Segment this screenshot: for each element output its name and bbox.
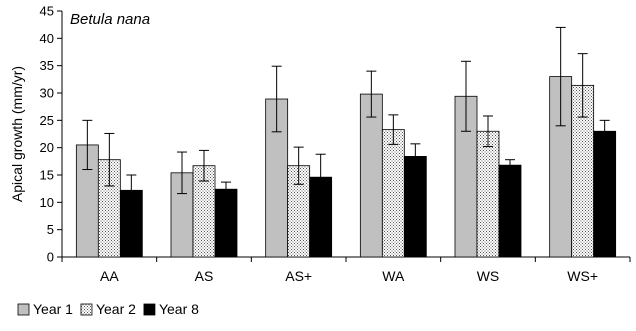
- legend-label: Year 2: [96, 301, 136, 317]
- y-tick-label: 5: [47, 222, 54, 237]
- legend-label: Year 8: [159, 301, 199, 317]
- bar: [403, 156, 427, 258]
- y-tick-label: 0: [47, 250, 54, 265]
- bar: [593, 130, 617, 258]
- bar: [476, 130, 500, 258]
- y-tick-label: 40: [40, 31, 54, 46]
- y-tick-label: 20: [40, 140, 54, 155]
- x-tick-label: AA: [100, 268, 119, 284]
- y-tick-label: 15: [40, 168, 54, 183]
- bar: [359, 93, 383, 258]
- x-tick-label: AS: [195, 268, 214, 284]
- error-bars: [82, 26, 610, 207]
- legend: Year 1 Year 2 Year 8: [17, 301, 199, 317]
- y-tick-label: 25: [40, 113, 54, 128]
- x-tick-label: AS+: [285, 268, 312, 284]
- y-tick-label: 35: [40, 58, 54, 73]
- bar: [214, 188, 238, 258]
- legend-label: Year 1: [33, 301, 73, 317]
- y-tick-label: 45: [40, 4, 54, 19]
- axes: 0 5 10 15 20 25 30 35 40 45 AA AS AS+ WA WS WS+: [40, 4, 631, 284]
- y-axis-label: Apical growth (mm/yr): [9, 66, 25, 202]
- chart-title: Betula nana: [70, 11, 150, 28]
- x-tick-label: WS: [477, 268, 500, 284]
- bars: [75, 76, 617, 258]
- legend-swatch: [17, 303, 30, 316]
- x-tick-label: WA: [382, 268, 405, 284]
- bar: [381, 129, 405, 258]
- x-tick-label: WS+: [567, 268, 598, 284]
- legend-swatch: [80, 303, 93, 316]
- y-tick-label: 10: [40, 195, 54, 210]
- y-tick-label: 30: [40, 86, 54, 101]
- bar: [498, 164, 522, 258]
- legend-swatch: [143, 303, 156, 316]
